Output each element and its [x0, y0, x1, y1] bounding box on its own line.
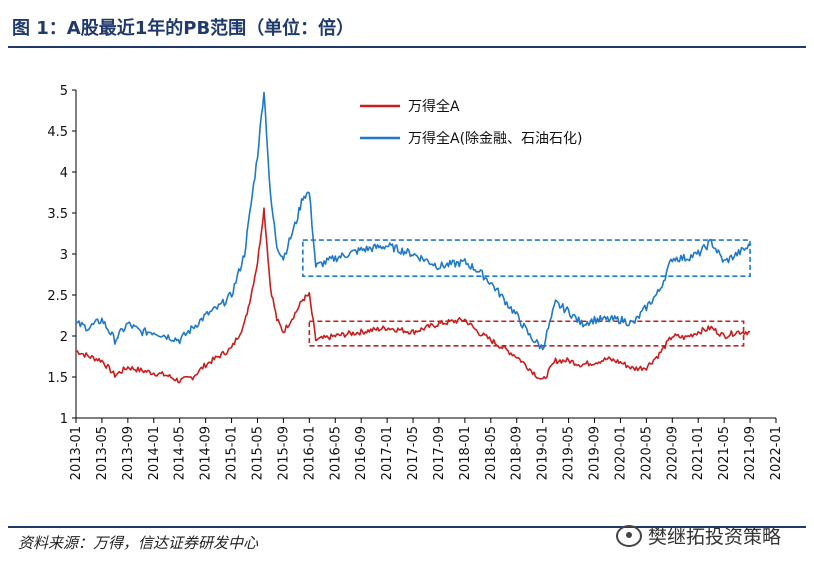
x-axis-ticks: 2013-01 2013-05 2013-09 2014-01 2014-05 2014-… — [69, 418, 784, 480]
x-tick-label: 2019-05 — [562, 426, 577, 480]
y-tick-label: 4.5 — [47, 125, 68, 140]
x-tick-label: 2018-01 — [458, 426, 473, 480]
legend-label: 万得全A(除金融、石油石化) — [408, 130, 583, 147]
y-tick-label: 3 — [60, 248, 68, 263]
y-tick-label: 1 — [60, 412, 68, 427]
x-tick-label: 2013-01 — [69, 426, 84, 480]
x-tick-label: 2015-05 — [250, 426, 265, 480]
y-tick-label: 1.5 — [47, 371, 68, 386]
x-tick-label: 2016-09 — [354, 426, 369, 480]
x-tick-label: 2021-05 — [717, 426, 732, 480]
x-tick-label: 2013-09 — [121, 426, 136, 480]
y-tick-label: 5 — [60, 84, 68, 99]
watermark: 樊继拓投资策略 — [616, 522, 781, 549]
x-tick-label: 2015-09 — [276, 426, 291, 480]
x-tick-label: 2017-09 — [432, 426, 447, 480]
x-tick-label: 2020-05 — [639, 426, 654, 480]
series-line-wind-all-a-ex-fin — [75, 91, 751, 351]
series-lines — [75, 91, 751, 384]
x-tick-label: 2016-05 — [328, 426, 343, 480]
x-tick-label: 2013-05 — [95, 426, 110, 480]
x-tick-label: 2021-01 — [691, 426, 706, 480]
page-title: 图 1：A股最近1年的PB范围（单位：倍） — [12, 18, 355, 39]
x-tick-label: 2014-05 — [173, 426, 188, 480]
source-note: 资料来源：万得，信达证券研发中心 — [18, 534, 259, 552]
x-tick-label: 2021-09 — [743, 426, 758, 480]
x-tick-label: 2015-01 — [225, 426, 240, 480]
red-range-box — [308, 320, 745, 347]
y-tick-label: 3.5 — [47, 207, 68, 222]
y-tick-label: 2.5 — [47, 289, 68, 304]
legend: 万得全A 万得全A(除金融、石油石化) — [360, 98, 583, 147]
x-tick-label: 2017-01 — [380, 426, 395, 480]
legend-label: 万得全A — [408, 98, 460, 115]
x-tick-label: 2014-09 — [199, 426, 214, 480]
range-boxes — [302, 239, 751, 347]
x-tick-label: 2020-09 — [665, 426, 680, 480]
blue-range-box — [302, 239, 751, 277]
x-tick-label: 2014-01 — [147, 426, 162, 480]
y-tick-label: 2 — [60, 330, 68, 345]
x-tick-label: 2019-01 — [536, 426, 551, 480]
x-tick-label: 2019-09 — [588, 426, 603, 480]
x-tick-label: 2017-05 — [406, 426, 421, 480]
x-tick-label: 2018-05 — [484, 426, 499, 480]
y-axis-ticks: 1 1.5 2 2.5 3 3.5 4 4.5 5 — [47, 84, 76, 427]
series-line-wind-all-a — [75, 207, 751, 384]
wechat-icon — [616, 524, 642, 547]
bottom-rule — [8, 526, 806, 528]
x-tick-label: 2016-01 — [302, 426, 317, 480]
top-rule — [8, 46, 806, 48]
x-tick-label: 2020-01 — [613, 426, 628, 480]
x-tick-label: 2018-09 — [510, 426, 525, 480]
y-tick-label: 4 — [60, 166, 68, 181]
watermark-text: 樊继拓投资策略 — [648, 526, 782, 548]
x-tick-label: 2022-01 — [769, 426, 784, 480]
